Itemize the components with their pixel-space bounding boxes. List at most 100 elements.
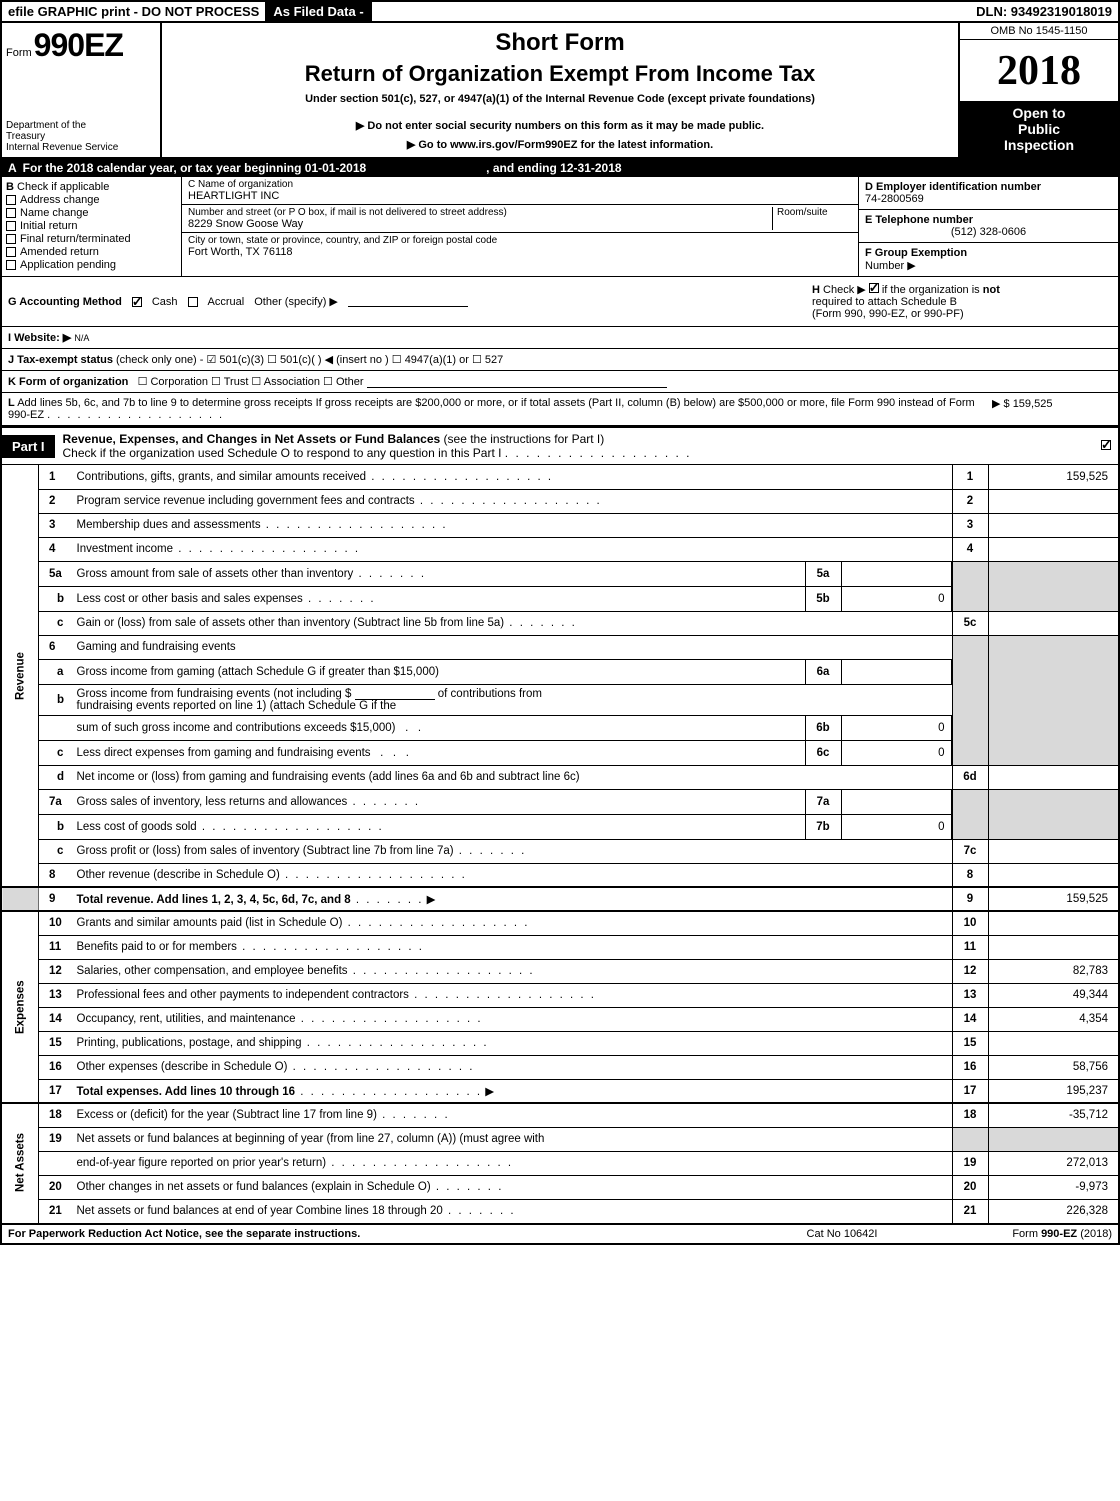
checkbox-final-return[interactable] <box>6 234 16 244</box>
nc-19-grey <box>952 1127 988 1151</box>
checkbox-accrual[interactable] <box>188 297 198 307</box>
amt-10 <box>988 911 1118 935</box>
no-ssn-text: Do not enter social security numbers on … <box>172 119 948 132</box>
checkbox-initial-return[interactable] <box>6 221 16 231</box>
checkbox-amended[interactable] <box>6 247 16 257</box>
d-6b-1: Gross income from fundraising events (no… <box>77 688 352 700</box>
box-5a: 5a <box>805 562 841 586</box>
nc-6-grey <box>952 635 988 765</box>
footer-left: For Paperwork Reduction Act Notice, see … <box>8 1228 752 1240</box>
row-6a: a Gross income from gaming (attach Sched… <box>2 659 1118 684</box>
nc-8: 8 <box>952 863 988 887</box>
box-7b: 7b <box>805 815 841 839</box>
e-label: E Telephone number <box>865 214 1112 226</box>
dots-19 <box>326 1157 513 1169</box>
amt-3 <box>988 513 1118 537</box>
d-5a: Gross amount from sale of assets other t… <box>77 568 427 580</box>
d-6b-wrap: Gross income from fundraising events (no… <box>71 684 953 715</box>
k-blank[interactable] <box>367 377 667 388</box>
nc-5c: 5c <box>952 611 988 635</box>
ln-7b: b <box>39 814 71 839</box>
c-name-val: HEARTLIGHT INC <box>188 190 852 202</box>
ln-3: 3 <box>39 513 71 537</box>
ln-15: 15 <box>39 1031 71 1055</box>
row-6b-1: b Gross income from fundraising events (… <box>2 684 1118 715</box>
row-5a: 5a Gross amount from sale of assets othe… <box>2 561 1118 586</box>
amt-6-grey <box>988 635 1118 765</box>
side-netassets: Net Assets <box>2 1103 39 1223</box>
city-val: Fort Worth, TX 76118 <box>188 246 852 258</box>
checkbox-part1[interactable] <box>1101 440 1111 450</box>
l-amt: ▶ $ 159,525 <box>992 397 1112 421</box>
blank-6b[interactable] <box>355 689 435 700</box>
box-7a: 7a <box>805 790 841 814</box>
row-6: 6 Gaming and fundraising events <box>2 635 1118 659</box>
as-filed-label: As Filed Data - <box>265 2 371 21</box>
row-20: 20 Other changes in net assets or fund b… <box>2 1175 1118 1199</box>
d-7c: Gross profit or (loss) from sales of inv… <box>77 845 527 857</box>
amt-21: 226,328 <box>988 1199 1118 1223</box>
e-val: (512) 328-0606 <box>865 226 1112 238</box>
ln-6b: b <box>39 684 71 715</box>
inspect-2: Public <box>962 121 1116 137</box>
nc-1: 1 <box>952 465 988 489</box>
form-word: Form <box>6 47 32 59</box>
topbar: efile GRAPHIC print - DO NOT PROCESS As … <box>2 2 1118 23</box>
f-label2: Number <box>865 260 904 272</box>
col-b-label: B <box>6 181 14 193</box>
nc-19: 19 <box>952 1151 988 1175</box>
ln-4: 4 <box>39 537 71 561</box>
ln-17: 17 <box>39 1079 71 1103</box>
footer-mid: Cat No 10642I <box>752 1228 932 1240</box>
ln-8: 8 <box>39 863 71 887</box>
inspect-3: Inspection <box>962 137 1116 153</box>
ln-6: 6 <box>39 635 71 659</box>
row-5c: c Gain or (loss) from sale of assets oth… <box>2 611 1118 635</box>
row-a-text1: For the 2018 calendar year, or tax year … <box>23 161 367 175</box>
info-grid: B Check if applicable Address change Nam… <box>2 177 1118 277</box>
j-text: (check only one) - ☑ 501(c)(3) ☐ 501(c)(… <box>116 354 503 366</box>
checkbox-cash[interactable] <box>132 297 142 307</box>
nc-4: 4 <box>952 537 988 561</box>
d-6: Gaming and fundraising events <box>71 635 953 659</box>
g-accrual: Accrual <box>208 296 245 308</box>
amt-13: 49,344 <box>988 983 1118 1007</box>
amt-9: 159,525 <box>988 887 1118 911</box>
amt-14: 4,354 <box>988 1007 1118 1031</box>
ln-16: 16 <box>39 1055 71 1079</box>
checkbox-h[interactable] <box>869 283 879 293</box>
dots-8 <box>280 869 467 881</box>
dots-10 <box>342 917 529 929</box>
d-2: Program service revenue including govern… <box>77 495 602 507</box>
d-7b: Less cost of goods sold <box>77 821 197 833</box>
side-rev-end <box>2 887 39 911</box>
main-title: Return of Organization Exempt From Incom… <box>172 61 948 87</box>
nc-15: 15 <box>952 1031 988 1055</box>
form-number: 990EZ <box>34 27 123 64</box>
amt-18: -35,712 <box>988 1103 1118 1127</box>
row-16: 16 Other expenses (describe in Schedule … <box>2 1055 1118 1079</box>
checkbox-address-change[interactable] <box>6 195 16 205</box>
amt-5c <box>988 611 1118 635</box>
amt-7c <box>988 839 1118 863</box>
goto-link[interactable]: Go to www.irs.gov/Form990EZ for the late… <box>172 138 948 151</box>
d-18: Excess or (deficit) for the year (Subtra… <box>77 1109 377 1121</box>
amt-19-grey <box>988 1127 1118 1151</box>
d-13: Professional fees and other payments to … <box>77 989 596 1001</box>
ln-6c: c <box>39 740 71 765</box>
part-1-label: Part I <box>2 435 55 458</box>
checkbox-pending[interactable] <box>6 260 16 270</box>
d-3: Membership dues and assessments <box>77 519 448 531</box>
nc-13: 13 <box>952 983 988 1007</box>
part-1-dots <box>505 446 692 460</box>
efile-label: efile GRAPHIC print - DO NOT PROCESS <box>2 2 265 21</box>
ln-18: 18 <box>39 1103 71 1127</box>
checkbox-name-change[interactable] <box>6 208 16 218</box>
amt-7-grey <box>988 789 1118 839</box>
d-10: Grants and similar amounts paid (list in… <box>77 917 343 929</box>
val-5a <box>841 562 951 586</box>
part-1-header: Part I Revenue, Expenses, and Changes in… <box>2 426 1118 465</box>
col-c: C Name of organization HEARTLIGHT INC Nu… <box>182 177 858 276</box>
val-6c: 0 <box>841 741 951 765</box>
g-other-blank[interactable] <box>348 296 468 307</box>
